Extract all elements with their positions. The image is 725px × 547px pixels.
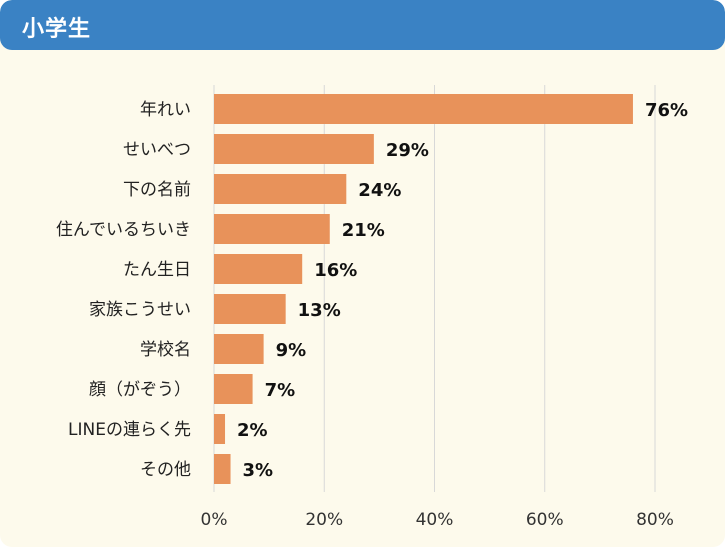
x-tick-label: 0% <box>201 510 228 530</box>
data-label: 16% <box>314 260 357 281</box>
x-tick-label: 20% <box>305 510 343 530</box>
bar <box>214 134 374 164</box>
x-tick-label: 80% <box>636 510 674 530</box>
bar <box>214 294 286 324</box>
category-label: 家族こうせい <box>89 300 191 320</box>
data-label: 2% <box>237 420 268 441</box>
data-label: 76% <box>645 100 688 121</box>
bar <box>214 414 226 444</box>
category-label: その他 <box>140 460 191 480</box>
data-label: 9% <box>276 340 307 361</box>
data-label: 24% <box>358 180 401 201</box>
category-label: 住んでいるちいき <box>56 220 191 240</box>
data-label: 29% <box>386 140 429 161</box>
category-label: たん生日 <box>123 260 191 280</box>
bar <box>214 334 264 364</box>
data-label: 21% <box>342 220 385 241</box>
data-label: 3% <box>243 460 274 481</box>
category-label: LINEの連らく先 <box>68 420 191 440</box>
category-label: 下の名前 <box>123 180 191 200</box>
bar <box>214 374 253 404</box>
bar <box>214 454 231 484</box>
bar <box>214 254 303 284</box>
chart-title: 小学生 <box>22 17 92 42</box>
category-label: 顔（がぞう） <box>89 380 191 400</box>
bar <box>214 214 330 244</box>
bar <box>214 94 633 124</box>
x-tick-label: 40% <box>416 510 454 530</box>
data-label: 7% <box>265 380 296 401</box>
data-label: 13% <box>298 300 341 321</box>
x-tick-label: 60% <box>526 510 564 530</box>
category-label: 年れい <box>140 100 191 120</box>
bar <box>214 174 347 204</box>
category-label: 学校名 <box>140 340 191 360</box>
category-label: せいべつ <box>123 140 191 160</box>
chart-header: 小学生 <box>0 0 725 50</box>
